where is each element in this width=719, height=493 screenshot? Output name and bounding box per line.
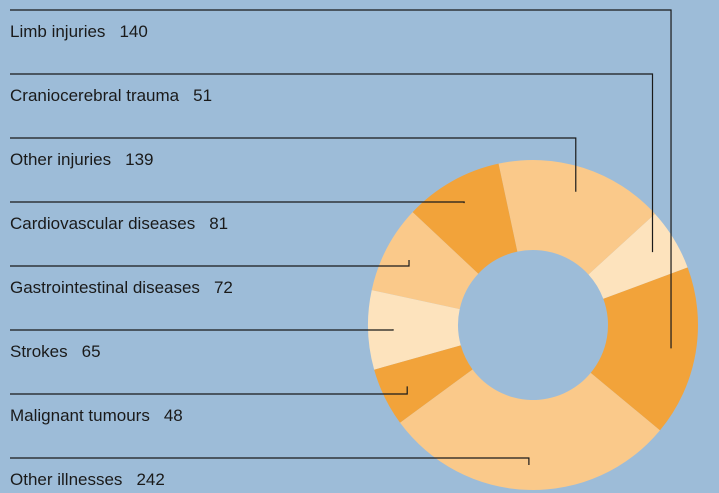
category-label: Other illnesses 242: [10, 470, 165, 489]
category-name: Other illnesses: [10, 470, 122, 489]
value-label: 65: [82, 342, 101, 361]
category-name: Limb injuries: [10, 22, 105, 41]
category-label: Cardiovascular diseases 81: [10, 214, 228, 233]
value-label: 140: [119, 22, 147, 41]
category-name: Strokes: [10, 342, 68, 361]
category-name: Craniocerebral trauma: [10, 86, 180, 105]
donut-segment: [400, 369, 660, 490]
value-label: 81: [209, 214, 228, 233]
category-name: Gastrointestinal diseases: [10, 278, 200, 297]
category-name: Cardiovascular diseases: [10, 214, 195, 233]
category-name: Malignant tumours: [10, 406, 150, 425]
leader-line: [10, 259, 410, 267]
value-label: 242: [136, 470, 164, 489]
leader-line: [10, 386, 408, 395]
value-label: 48: [164, 406, 183, 425]
category-label: Limb injuries 140: [10, 22, 148, 41]
leader-line: [10, 73, 654, 253]
leader-line: [10, 329, 394, 331]
leader-line: [10, 137, 577, 192]
donut-segment: [374, 345, 473, 423]
leader-line: [10, 9, 672, 349]
category-label: Strokes 65: [10, 342, 101, 361]
donut-segment: [588, 213, 688, 299]
category-label: Craniocerebral trauma 51: [10, 86, 212, 105]
donut-segment: [368, 290, 461, 370]
leader-line: [10, 457, 530, 465]
category-label: Other injuries 139: [10, 150, 153, 169]
category-label: Gastrointestinal diseases 72: [10, 278, 233, 297]
category-label: Malignant tumours 48: [10, 406, 183, 425]
value-label: 72: [214, 278, 233, 297]
value-label: 51: [193, 86, 212, 105]
leader-line: [10, 201, 465, 204]
donut-segment: [498, 160, 655, 275]
donut-segment: [412, 163, 518, 274]
donut-segment: [371, 212, 479, 310]
value-label: 139: [125, 150, 153, 169]
category-name: Other injuries: [10, 150, 111, 169]
